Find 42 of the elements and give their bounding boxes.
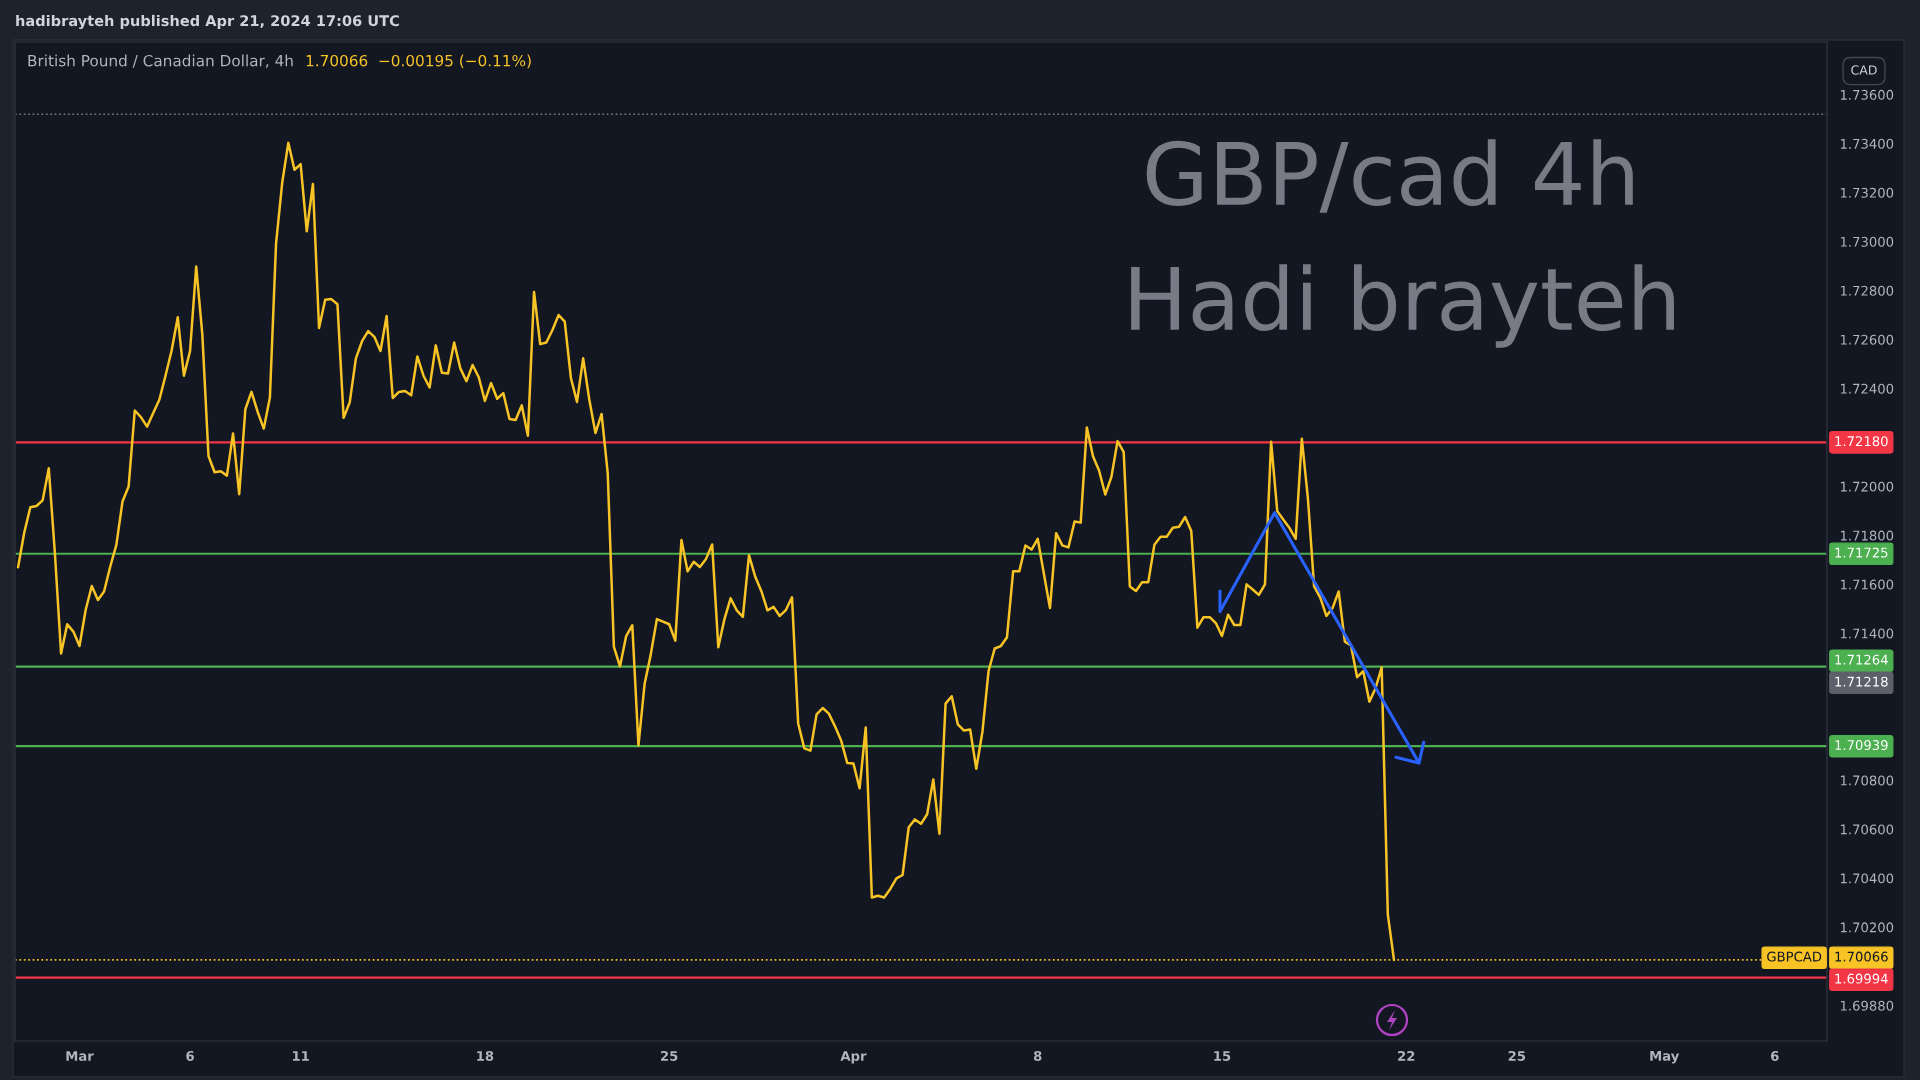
ref-line-label: 1.69994 <box>1835 973 1888 984</box>
y-tick-label: 1.73200 <box>1840 187 1894 198</box>
annotation: GBPCAD <box>1767 951 1822 962</box>
ref-line-label: 1.71264 <box>1835 654 1888 665</box>
y-tick-label: 1.73000 <box>1840 236 1894 247</box>
x-tick-label: May <box>1650 1051 1680 1064</box>
x-tick-label: 8 <box>1033 1050 1042 1061</box>
annotation: GBP/cad 4h <box>1146 139 1633 213</box>
x-tick-label: 18 <box>477 1050 494 1061</box>
ref-line-label: 1.70066 <box>1835 951 1888 962</box>
x-tick-label: 6 <box>1771 1050 1779 1061</box>
y-tick-label: 1.72800 <box>1840 285 1894 296</box>
y-axis-title: CAD <box>1851 65 1877 75</box>
y-tick-label: 1.72000 <box>1840 481 1894 492</box>
ref-line-label: 1.72180 <box>1835 436 1888 447</box>
y-tick-label: 1.73600 <box>1840 89 1894 100</box>
y-tick-label: 1.70600 <box>1840 824 1894 835</box>
annotation: Hadi brayteh <box>1131 264 1674 348</box>
x-tick-label: 25 <box>1508 1050 1526 1061</box>
text: British Pound / Canadian Dollar, 4h <box>28 54 293 68</box>
y-tick-label: 1.71600 <box>1840 579 1894 590</box>
y-tick-label: 1.72600 <box>1840 334 1894 345</box>
y-tick-label: 1.70400 <box>1840 873 1894 884</box>
x-tick-label: 15 <box>1214 1051 1231 1061</box>
x-tick-label: 11 <box>292 1051 309 1061</box>
x-tick-label: Apr <box>840 1051 867 1064</box>
y-tick-label: 1.69880 <box>1840 1000 1894 1011</box>
ref-line-label: 1.71725 <box>1835 547 1888 558</box>
x-tick-label: Mar <box>66 1051 94 1061</box>
ref-line-label: 1.70939 <box>1835 740 1888 751</box>
x-tick-label: 6 <box>186 1050 194 1061</box>
text: hadibrayteh published Apr 21, 2024 17:06 UTC <box>16 14 399 30</box>
text: 1.71218 <box>1835 676 1888 687</box>
y-tick-label: 1.71800 <box>1840 530 1894 541</box>
y-tick-label: 1.73400 <box>1840 138 1894 149</box>
y-tick-label: 1.71400 <box>1840 628 1894 639</box>
x-tick-label: 25 <box>661 1050 678 1061</box>
text: 1.70066 −0.00195 (−0.11%) <box>306 54 531 69</box>
y-tick-label: 1.70800 <box>1840 775 1894 786</box>
y-tick-label: 1.70200 <box>1840 922 1894 933</box>
y-tick-label: 1.72400 <box>1840 383 1894 394</box>
x-tick-label: 22 <box>1398 1050 1415 1061</box>
